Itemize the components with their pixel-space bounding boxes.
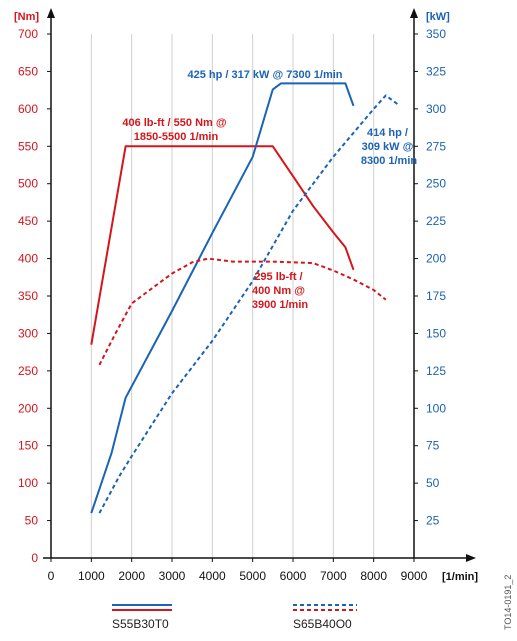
y-right-tick-label: 100 — [426, 401, 446, 415]
legend-item-s65b40o0: S65B40O0 — [293, 604, 357, 631]
legend-label: S65B40O0 — [293, 617, 352, 631]
axes — [43, 8, 476, 562]
annotation-line: 309 kW @ — [362, 141, 414, 153]
series-line-s55b30t0-torque — [90, 145, 355, 345]
y-left-tick-label: 550 — [18, 139, 38, 153]
annotation-line: 8300 1/min — [361, 155, 418, 167]
y-right-tick-label: 150 — [426, 326, 446, 340]
x-tick-label: 2000 — [118, 569, 145, 583]
y-left-tick-label: 350 — [18, 289, 38, 303]
figure-code: TO14-0191_2 — [503, 575, 513, 630]
annotation-line: 406 lb-ft / 550 Nm @ — [122, 117, 227, 129]
series-lines — [90, 82, 399, 514]
annotation-s55-torque-peak: 406 lb-ft / 550 Nm @ 1850-5500 1/min — [122, 117, 229, 143]
y-left-tick-label: 450 — [18, 214, 38, 228]
y-right-axis-arrow — [410, 8, 418, 18]
tick-labels: 0501001502002503003504004505005506006507… — [18, 27, 446, 583]
annotation-s55-power-peak: 425 hp / 317 kW @ 7300 1/min — [187, 69, 342, 81]
y-right-tick-label: 50 — [426, 476, 440, 490]
x-tick-label: 8000 — [360, 569, 387, 583]
annotation-line: 1850-5500 1/min — [134, 131, 219, 143]
annotation-line: 425 hp / 317 kW @ 7300 1/min — [187, 69, 342, 81]
y-left-tick-label: 400 — [18, 252, 38, 266]
y-left-tick-label: 0 — [31, 551, 38, 565]
y-right-tick-label: 300 — [426, 102, 446, 116]
legend-item-s55b30t0: S55B30T0 — [112, 604, 172, 631]
y-left-tick-label: 600 — [18, 102, 38, 116]
legend-label: S55B30T0 — [112, 617, 169, 631]
annotation-line: 400 Nm @ — [252, 285, 305, 297]
x-axis-arrow — [466, 554, 476, 562]
x-unit: [1/min] — [442, 571, 478, 583]
y-left-tick-label: 500 — [18, 177, 38, 191]
legend: S55B30T0 S65B40O0 — [112, 604, 357, 631]
y-right-tick-label: 250 — [426, 177, 446, 191]
y-left-tick-label: 650 — [18, 64, 38, 78]
y-left-tick-label: 700 — [18, 27, 38, 41]
y-right-tick-label: 175 — [426, 289, 446, 303]
series-line-s55b30t0-power — [90, 82, 355, 514]
y-right-tick-label: 275 — [426, 139, 446, 153]
y-right-tick-label: 125 — [426, 364, 446, 378]
x-tick-label: 6000 — [280, 569, 307, 583]
x-tick-label: 4000 — [199, 569, 226, 583]
annotation-s65-power-peak: 414 hp / 309 kW @ 8300 1/min — [361, 127, 418, 167]
y-left-tick-label: 150 — [18, 439, 38, 453]
x-tick-label: 9000 — [401, 569, 428, 583]
y-left-tick-label: 300 — [18, 326, 38, 340]
annotation-line: 295 lb-ft / — [254, 271, 302, 283]
series-line-s65b40o0-power — [98, 94, 399, 514]
x-tick-label: 1000 — [78, 569, 105, 583]
x-tick-label: 3000 — [159, 569, 186, 583]
y-left-axis-arrow — [47, 8, 55, 18]
y-left-tick-label: 200 — [18, 401, 38, 415]
y-left-tick-label: 250 — [18, 364, 38, 378]
x-tick-label: 7000 — [320, 569, 347, 583]
annotation-s65-torque-peak: 295 lb-ft / 400 Nm @ 3900 1/min — [252, 271, 309, 311]
y-right-tick-label: 350 — [426, 27, 446, 41]
y-right-tick-label: 25 — [426, 514, 440, 528]
y-right-tick-label: 325 — [426, 64, 446, 78]
annotation-line: 414 hp / — [367, 127, 408, 139]
y-right-tick-label: 225 — [426, 214, 446, 228]
x-tick-label: 0 — [48, 569, 55, 583]
y-right-unit: [kW] — [426, 11, 450, 23]
y-right-tick-label: 75 — [426, 439, 440, 453]
series-line-s65b40o0-torque — [98, 257, 387, 366]
y-left-tick-label: 50 — [25, 514, 39, 528]
grid-lines — [90, 34, 375, 558]
y-left-unit: [Nm] — [14, 11, 39, 23]
y-right-tick-label: 200 — [426, 252, 446, 266]
x-tick-label: 5000 — [239, 569, 266, 583]
annotation-line: 3900 1/min — [252, 299, 309, 311]
y-left-tick-label: 100 — [18, 476, 38, 490]
